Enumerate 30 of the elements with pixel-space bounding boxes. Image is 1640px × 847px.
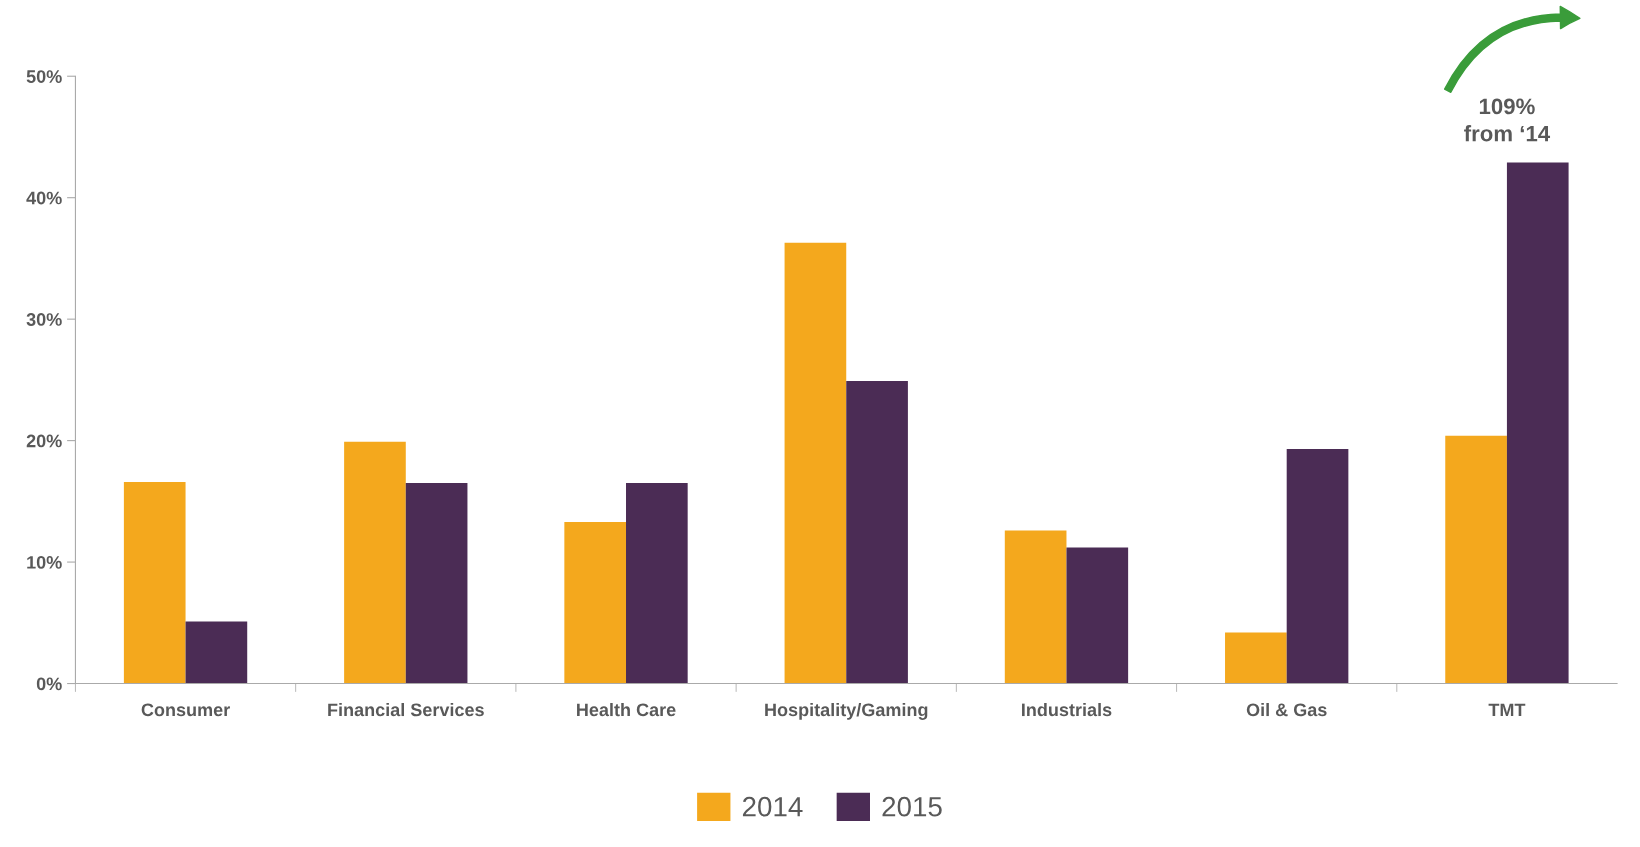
bar xyxy=(626,483,688,684)
y-tick-label: 10% xyxy=(27,556,62,569)
x-tick-label: Hospitality/Gaming xyxy=(765,702,928,720)
bar xyxy=(1066,547,1129,684)
y-tick-label: 30% xyxy=(26,313,62,326)
bar xyxy=(846,381,908,684)
x-tick-label: Industrials xyxy=(1022,702,1112,717)
bar xyxy=(123,481,186,684)
x-tick-label: Health Care xyxy=(577,702,676,717)
bar xyxy=(1506,162,1569,684)
bar xyxy=(784,242,847,684)
legend-label: 2015 xyxy=(882,796,942,817)
bar xyxy=(1004,530,1067,684)
bar xyxy=(344,441,406,684)
bar xyxy=(1445,435,1507,684)
x-tick-label: Oil & Gas xyxy=(1246,702,1327,717)
bar xyxy=(1286,449,1349,684)
y-tick-label: 40% xyxy=(26,191,62,205)
legend-label: 2014 xyxy=(742,796,803,817)
x-tick-label: TMT xyxy=(1488,703,1526,717)
x-tick-label: Financial Services xyxy=(328,702,484,717)
bar xyxy=(405,483,468,684)
bar xyxy=(185,621,248,684)
annotation: 109% from ‘14 xyxy=(1464,98,1551,142)
y-tick-label: 50% xyxy=(26,70,62,83)
bar xyxy=(564,521,627,684)
y-tick-label: 0% xyxy=(36,677,62,691)
y-tick-label: 20% xyxy=(26,434,62,448)
bar xyxy=(1225,632,1287,684)
x-tick-label: Consumer xyxy=(141,703,230,717)
